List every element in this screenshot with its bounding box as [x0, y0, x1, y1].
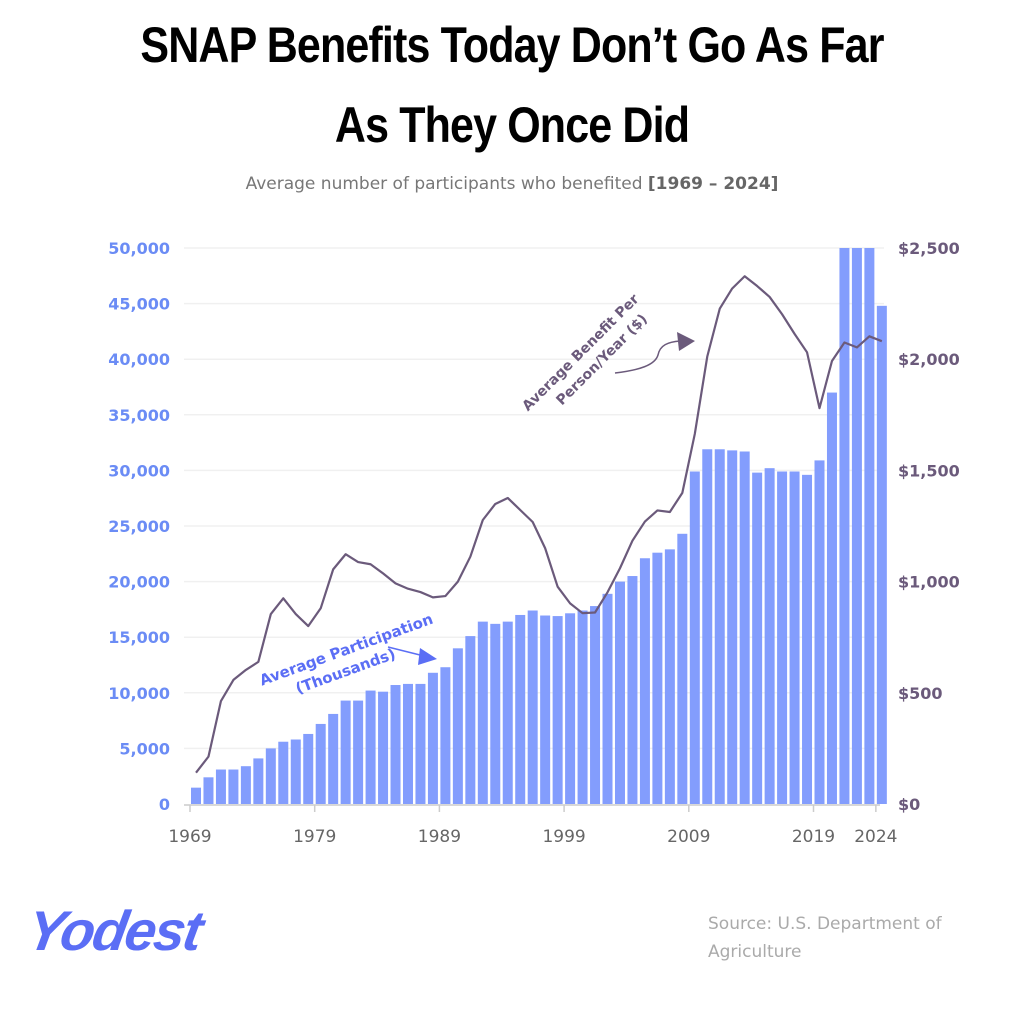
yodest-logo: Yodest — [22, 899, 207, 962]
right-axis-tick-label: $1,000 — [898, 573, 960, 592]
x-axis-tick-label: 2009 — [667, 827, 710, 847]
benefit-arrow-icon — [614, 340, 681, 374]
bar-1985 — [390, 685, 401, 804]
left-axis-tick-label: 0 — [159, 795, 170, 814]
bar-2001 — [590, 606, 601, 804]
bar-2018 — [802, 474, 813, 804]
bar-1987 — [415, 683, 426, 804]
left-axis-tick-label: 35,000 — [108, 406, 170, 425]
bar-1978 — [303, 733, 314, 804]
bar-1997 — [540, 615, 551, 804]
bar-2010 — [702, 449, 713, 804]
bar-1986 — [402, 683, 413, 804]
bar-1973 — [240, 766, 251, 804]
bar-1982 — [353, 700, 364, 804]
bar-1995 — [515, 614, 526, 804]
left-axis-tick-label: 45,000 — [108, 295, 170, 314]
bar-1974 — [253, 758, 264, 804]
subtitle-range: [1969 – 2024] — [647, 174, 779, 194]
bar-1971 — [215, 769, 226, 804]
bar-2002 — [602, 593, 613, 804]
x-axis-tick-label: 1999 — [542, 827, 585, 847]
annotation-benefit-label: Average Benefit Per — [519, 291, 642, 414]
bar-1979 — [315, 723, 326, 804]
bar-2023 — [864, 248, 875, 804]
left-axis-tick-label: 30,000 — [108, 461, 170, 480]
bar-1992 — [477, 621, 488, 804]
bar-1989 — [440, 667, 451, 804]
left-axis-tick-label: 40,000 — [108, 350, 170, 369]
bar-2020 — [826, 392, 837, 804]
left-axis-tick-label: 15,000 — [108, 628, 170, 647]
x-axis-tick-label: 1969 — [168, 827, 211, 847]
bar-2022 — [851, 248, 862, 804]
bar-1990 — [452, 648, 463, 804]
bar-2014 — [752, 472, 763, 804]
x-axis-tick-label: 1989 — [418, 827, 461, 847]
bar-2019 — [814, 460, 825, 804]
x-axis-tick-label: 2024 — [854, 827, 897, 847]
benefit-arrowhead-icon — [677, 332, 695, 351]
bar-1996 — [527, 610, 538, 804]
right-axis-tick-label: $500 — [898, 684, 943, 703]
bar-1991 — [465, 636, 476, 804]
bar-1983 — [365, 690, 376, 804]
bar-1988 — [427, 672, 438, 804]
bar-2024 — [876, 305, 887, 804]
bar-2011 — [714, 449, 725, 804]
bar-1999 — [565, 613, 576, 804]
axes: 0 5,000 10,000 15,000 20,000 25,000 30,000 35,0… — [108, 239, 960, 847]
bar-2006 — [652, 552, 663, 804]
bar-2005 — [639, 558, 650, 804]
bar-1972 — [228, 769, 239, 804]
participation-arrow-icon — [387, 646, 425, 657]
right-axis-tick-label: $2,500 — [898, 239, 960, 258]
bar-2003 — [614, 581, 625, 804]
bar-1993 — [490, 623, 501, 804]
x-axis-tick-label: 1979 — [293, 827, 336, 847]
right-axis-tick-label: $2,000 — [898, 350, 960, 369]
left-axis-tick-label: 20,000 — [108, 573, 170, 592]
bar-1975 — [265, 748, 276, 804]
source-note: Source: U.S. Department of Agriculture — [708, 914, 942, 962]
bar-1984 — [378, 691, 389, 804]
left-axis-tick-label: 5,000 — [119, 739, 170, 758]
bar-1998 — [552, 616, 563, 804]
chart-subtitle: Average number of participants who benef… — [0, 174, 1024, 194]
bar-2021 — [839, 248, 850, 804]
bar-2007 — [664, 549, 675, 804]
bar-2016 — [777, 471, 788, 804]
chart-title-line-2: As They Once Did — [334, 97, 690, 153]
x-axis-tick-label: 2019 — [792, 827, 835, 847]
bar-2000 — [577, 610, 588, 804]
left-axis-tick-label: 25,000 — [108, 517, 170, 536]
bar-2017 — [789, 471, 800, 804]
bar-1969 — [191, 787, 201, 804]
bar-2009 — [689, 471, 700, 804]
right-axis-tick-label: $0 — [898, 795, 920, 814]
chart-title-line-1: SNAP Benefits Today Don’t Go As Far — [140, 17, 884, 73]
bars — [191, 248, 887, 804]
benefit-series-line — [195, 275, 883, 774]
bar-1994 — [502, 621, 513, 804]
bar-2008 — [677, 533, 688, 804]
bar-1970 — [203, 777, 214, 804]
left-axis-tick-label: 10,000 — [108, 684, 170, 703]
bar-2004 — [627, 576, 638, 804]
right-axis-tick-label: $1,500 — [898, 461, 960, 480]
bar-2013 — [739, 451, 750, 804]
participation-arrowhead-icon — [418, 648, 437, 665]
bar-1976 — [278, 741, 289, 804]
bar-2015 — [764, 468, 775, 804]
bar-1977 — [290, 739, 301, 804]
benefit-line — [195, 275, 883, 774]
bar-1980 — [328, 713, 339, 804]
subtitle-text: Average number of participants who benef… — [245, 174, 648, 194]
bar-2012 — [727, 450, 738, 804]
left-axis-tick-label: 50,000 — [108, 239, 170, 258]
bar-1981 — [340, 700, 351, 804]
benefit-annotation: Average Benefit Per Person/Year ($) — [519, 291, 650, 414]
